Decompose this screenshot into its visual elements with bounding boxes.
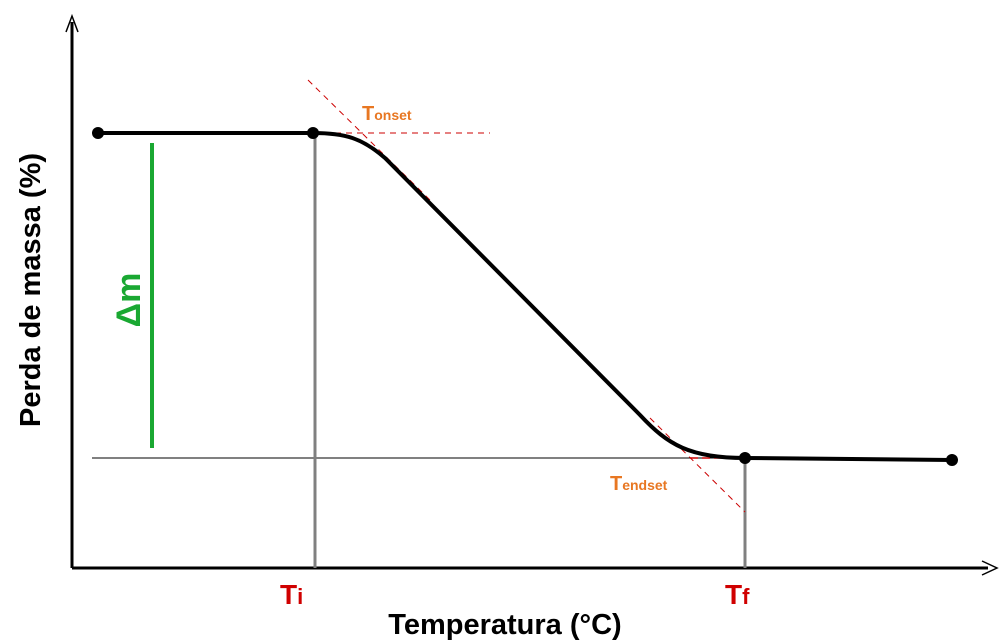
x-axis-title: Temperatura (°C) <box>388 609 621 641</box>
tf-main: T <box>725 579 742 610</box>
ti-point <box>307 127 319 139</box>
ti-label: Ti <box>280 579 303 610</box>
y-axis-arrow <box>65 13 79 33</box>
onset-tangent <box>307 79 433 203</box>
ti-sub: i <box>297 584 303 609</box>
t-endset-sub: endset <box>622 477 667 493</box>
t-onset-sub: onset <box>374 107 412 123</box>
start-point <box>92 127 104 139</box>
t-onset-main: T <box>362 103 374 125</box>
t-endset-label: Tendset <box>610 473 668 495</box>
delta-mass-label: Δm <box>110 273 148 328</box>
ti-main: T <box>280 579 297 610</box>
t-onset-label: Tonset <box>362 103 412 125</box>
end-point <box>946 454 958 466</box>
tf-label: Tf <box>725 579 750 610</box>
t-endset-main: T <box>610 473 622 495</box>
x-axis-arrow <box>981 560 999 576</box>
mass-curve <box>98 131 953 462</box>
y-axis-title: Perda de massa (%) <box>15 153 47 427</box>
tf-sub: f <box>742 584 750 609</box>
endset-tangent <box>649 417 746 513</box>
tf-point <box>739 452 751 464</box>
